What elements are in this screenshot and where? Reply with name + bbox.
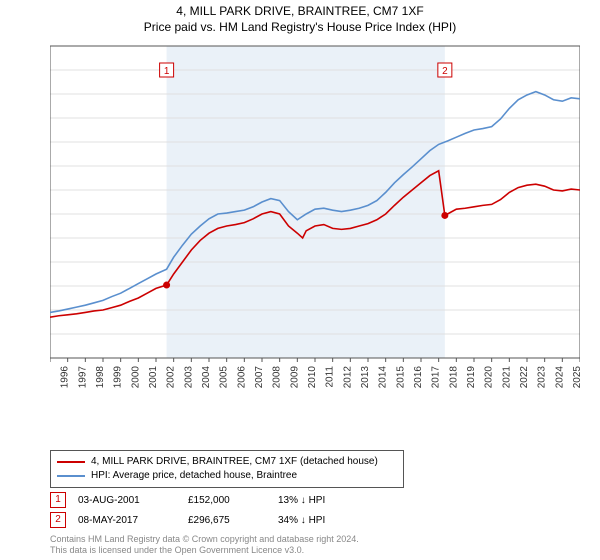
svg-text:2007: 2007 xyxy=(254,366,265,389)
footer: Contains HM Land Registry data © Crown c… xyxy=(50,534,359,556)
footer-line1: Contains HM Land Registry data © Crown c… xyxy=(50,534,359,545)
txn-pct: 13% ↓ HPI xyxy=(278,495,368,506)
svg-text:2000: 2000 xyxy=(130,366,141,389)
svg-text:1997: 1997 xyxy=(77,366,88,389)
legend-label-price-paid: 4, MILL PARK DRIVE, BRAINTREE, CM7 1XF (… xyxy=(91,455,378,469)
legend-label-hpi: HPI: Average price, detached house, Brai… xyxy=(91,469,297,483)
legend-swatch-hpi xyxy=(57,475,85,477)
svg-text:1999: 1999 xyxy=(113,366,124,389)
title-address: 4, MILL PARK DRIVE, BRAINTREE, CM7 1XF xyxy=(0,4,600,18)
titles: 4, MILL PARK DRIVE, BRAINTREE, CM7 1XF P… xyxy=(0,0,600,34)
marker-badge-1: 1 xyxy=(50,492,66,508)
legend-row-price-paid: 4, MILL PARK DRIVE, BRAINTREE, CM7 1XF (… xyxy=(57,455,397,469)
table-row: 1 03-AUG-2001 £152,000 13% ↓ HPI xyxy=(50,492,368,508)
txn-pct: 34% ↓ HPI xyxy=(278,515,368,526)
transactions-table: 1 03-AUG-2001 £152,000 13% ↓ HPI 2 08-MA… xyxy=(50,492,368,532)
svg-text:2008: 2008 xyxy=(272,366,283,389)
svg-text:1998: 1998 xyxy=(95,366,106,389)
svg-text:2010: 2010 xyxy=(307,366,318,389)
svg-text:2020: 2020 xyxy=(484,366,495,389)
svg-text:2016: 2016 xyxy=(413,366,424,389)
footer-line2: This data is licensed under the Open Gov… xyxy=(50,545,359,556)
svg-text:2: 2 xyxy=(442,66,448,77)
svg-text:2013: 2013 xyxy=(360,366,371,389)
chart-container: 4, MILL PARK DRIVE, BRAINTREE, CM7 1XF P… xyxy=(0,0,600,560)
svg-text:1996: 1996 xyxy=(60,366,71,389)
svg-text:2024: 2024 xyxy=(554,366,565,389)
svg-text:2011: 2011 xyxy=(325,366,336,388)
txn-price: £152,000 xyxy=(188,495,278,506)
svg-text:2006: 2006 xyxy=(236,366,247,389)
svg-text:2002: 2002 xyxy=(166,366,177,389)
txn-price: £296,675 xyxy=(188,515,278,526)
marker-badge-2: 2 xyxy=(50,512,66,528)
line-chart: £0£50K£100K£150K£200K£250K£300K£350K£400… xyxy=(50,42,580,402)
svg-text:2003: 2003 xyxy=(183,366,194,389)
svg-text:2009: 2009 xyxy=(289,366,300,389)
svg-text:2014: 2014 xyxy=(378,366,389,389)
svg-text:2019: 2019 xyxy=(466,366,477,389)
svg-text:2021: 2021 xyxy=(501,366,512,389)
txn-date: 03-AUG-2001 xyxy=(78,495,188,506)
title-subtitle: Price paid vs. HM Land Registry's House … xyxy=(0,20,600,34)
svg-text:2018: 2018 xyxy=(448,366,459,389)
svg-text:1: 1 xyxy=(164,66,170,77)
svg-text:2004: 2004 xyxy=(201,366,212,389)
svg-text:1995: 1995 xyxy=(50,366,53,389)
svg-text:2001: 2001 xyxy=(148,366,159,389)
svg-text:2025: 2025 xyxy=(572,366,580,389)
legend-row-hpi: HPI: Average price, detached house, Brai… xyxy=(57,469,397,483)
svg-text:2023: 2023 xyxy=(537,366,548,389)
svg-text:2015: 2015 xyxy=(395,366,406,389)
table-row: 2 08-MAY-2017 £296,675 34% ↓ HPI xyxy=(50,512,368,528)
legend: 4, MILL PARK DRIVE, BRAINTREE, CM7 1XF (… xyxy=(50,450,404,488)
svg-text:2012: 2012 xyxy=(342,366,353,389)
svg-text:2022: 2022 xyxy=(519,366,530,389)
txn-date: 08-MAY-2017 xyxy=(78,515,188,526)
svg-text:2017: 2017 xyxy=(431,366,442,389)
svg-text:2005: 2005 xyxy=(219,366,230,389)
legend-swatch-price-paid xyxy=(57,461,85,463)
